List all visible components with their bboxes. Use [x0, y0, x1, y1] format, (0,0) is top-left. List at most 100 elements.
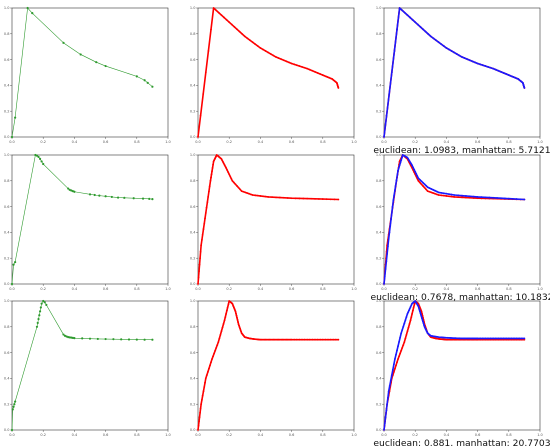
- data-point: [411, 18, 414, 21]
- data-point: [383, 422, 386, 425]
- data-point: [430, 191, 433, 194]
- data-point: [285, 338, 288, 341]
- data-point: [256, 194, 259, 197]
- data-point: [318, 198, 320, 200]
- data-point: [426, 186, 429, 189]
- data-point: [11, 408, 14, 411]
- data-point: [254, 194, 257, 197]
- data-point: [422, 181, 424, 184]
- data-point: [248, 192, 250, 195]
- data-point: [275, 196, 277, 199]
- axes-frame: [383, 154, 541, 285]
- x-tick-label: 0.4: [444, 433, 450, 437]
- data-point: [418, 310, 421, 313]
- data-point: [403, 11, 406, 14]
- data-point: [422, 185, 424, 187]
- data-point: [448, 338, 450, 341]
- data-point: [212, 163, 214, 166]
- data-point: [329, 338, 332, 341]
- x-tick-label: 1.0: [165, 287, 171, 291]
- data-point: [62, 41, 65, 44]
- data-point: [95, 61, 98, 64]
- data-point: [209, 179, 212, 182]
- subplot-1-1: 0.0 0.2 0.4 0.6 0.8 1.0 0.0 0.2 0.4 0.6 0.8 1.0: [190, 153, 357, 291]
- data-point: [404, 319, 407, 322]
- data-point: [223, 16, 225, 19]
- data-point: [401, 346, 404, 349]
- data-point: [472, 197, 475, 199]
- data-point: [449, 337, 452, 339]
- data-point: [432, 37, 435, 40]
- data-point: [220, 14, 223, 16]
- data-point: [445, 192, 448, 195]
- data-point: [510, 338, 513, 341]
- data-point: [42, 162, 45, 166]
- data-point: [407, 157, 410, 160]
- data-point: [198, 263, 201, 266]
- data-point: [445, 195, 448, 197]
- y-tick-label: 0.0: [4, 282, 10, 286]
- data-point: [96, 337, 99, 341]
- data-point: [471, 60, 474, 63]
- data-point: [243, 35, 246, 38]
- data-point: [198, 416, 201, 418]
- data-point: [225, 313, 227, 315]
- data-point: [410, 304, 413, 307]
- data-point: [515, 338, 518, 341]
- axes-frame: [383, 7, 541, 138]
- series-line: [11, 300, 153, 431]
- data-point: [127, 338, 131, 341]
- data-point: [321, 338, 324, 341]
- data-point: [387, 245, 389, 248]
- data-point: [295, 338, 298, 341]
- data-point: [329, 198, 332, 201]
- data-point: [523, 198, 526, 201]
- data-point: [323, 74, 326, 77]
- data-point: [214, 349, 217, 352]
- data-point: [432, 188, 435, 191]
- data-point: [199, 411, 201, 414]
- data-point: [275, 56, 277, 58]
- data-point: [225, 167, 227, 169]
- data-point: [494, 337, 497, 340]
- data-point: [452, 338, 454, 341]
- data-point: [316, 338, 319, 341]
- data-point: [507, 337, 510, 340]
- data-point: [207, 196, 210, 198]
- y-tick-label: 0.4: [4, 84, 10, 88]
- x-tick-label: 0.8: [320, 287, 326, 291]
- data-point: [198, 420, 200, 423]
- data-point: [407, 311, 410, 314]
- data-point: [88, 193, 92, 196]
- data-point: [218, 337, 221, 340]
- x-tick-label: 0.6: [289, 140, 295, 144]
- data-point: [306, 197, 309, 200]
- x-tick-label: 0.0: [381, 433, 387, 437]
- data-point: [321, 198, 324, 200]
- data-point: [394, 358, 396, 360]
- axes-frame: [11, 7, 169, 138]
- x-tick-label: 1.0: [351, 287, 357, 291]
- x-tick-label: 0.8: [506, 140, 512, 144]
- data-point: [301, 338, 303, 341]
- data-point: [319, 73, 322, 75]
- data-point: [434, 189, 436, 192]
- data-point: [455, 53, 458, 55]
- data-point: [472, 337, 475, 340]
- data-point: [466, 337, 469, 340]
- data-point: [448, 48, 450, 51]
- y-tick-label: 0.8: [376, 32, 382, 36]
- x-tick-label: 0.0: [9, 287, 15, 291]
- y-tick-label: 0.0: [190, 282, 196, 286]
- subplot-0-1: 0.0 0.2 0.4 0.6 0.8 1.0 0.0 0.2 0.4 0.6 0.8 1.0: [190, 6, 357, 144]
- data-point: [222, 162, 225, 165]
- data-point: [263, 338, 266, 341]
- data-point: [10, 135, 14, 139]
- data-point: [484, 65, 487, 67]
- data-point: [116, 196, 120, 199]
- data-point: [418, 178, 421, 181]
- data-point: [98, 194, 101, 197]
- data-point: [390, 212, 393, 214]
- data-point: [489, 338, 492, 341]
- data-point: [410, 163, 413, 165]
